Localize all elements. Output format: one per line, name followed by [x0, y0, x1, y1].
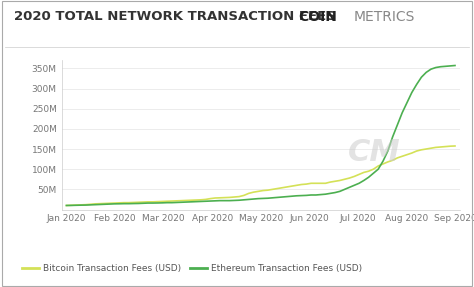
Legend: Bitcoin Transaction Fees (USD), Ethereum Transaction Fees (USD): Bitcoin Transaction Fees (USD), Ethereum…	[19, 261, 366, 277]
Text: 2020 TOTAL NETWORK TRANSACTION FEES: 2020 TOTAL NETWORK TRANSACTION FEES	[14, 10, 336, 23]
Text: COIN: COIN	[299, 10, 337, 24]
Text: CM: CM	[348, 138, 401, 167]
Text: METRICS: METRICS	[353, 10, 414, 24]
